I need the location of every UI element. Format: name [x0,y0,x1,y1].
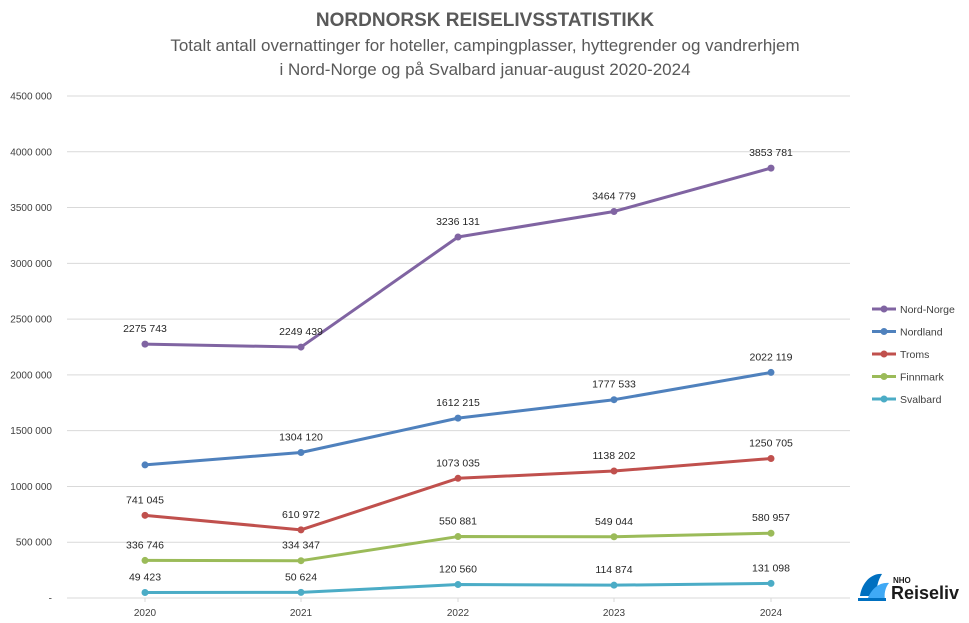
data-label: 610 972 [282,509,320,521]
data-point [297,557,305,565]
data-label: 1304 120 [279,432,323,444]
data-point [297,449,305,457]
data-label: 550 881 [439,516,477,528]
legend-marker [880,350,888,358]
data-point [297,588,305,596]
series-line-nord-norge [144,166,772,349]
data-label: 3464 779 [592,190,636,202]
x-tick-label: 2020 [134,608,157,619]
data-point [454,474,462,482]
legend-label: Svalbard [900,394,942,406]
data-label: 120 560 [439,564,477,576]
x-tick-label: 2022 [447,608,470,619]
y-axis-ticks: - 500 000 1000 000 1500 000 2000 000 2500 000… [10,92,52,605]
data-label: 549 044 [595,516,633,528]
data-point [141,556,149,564]
data-label: 2022 119 [749,351,792,363]
data-point [610,581,618,589]
legend-marker [880,328,888,335]
data-label: 3853 781 [749,147,793,159]
chart-title: NORDNORSK REISELIVSSTATISTIKK [316,10,654,31]
y-tick-label: 500 000 [16,538,53,549]
data-label: 131 098 [752,562,790,574]
data-point [767,529,775,537]
data-label: 3236 131 [436,216,480,228]
data-label: 1250 705 [749,437,793,449]
legend-label: Nord-Norge [900,304,955,316]
y-tick-label: 2500 000 [10,315,52,326]
data-point [610,533,618,541]
data-point [610,207,618,215]
legend-marker [880,305,888,313]
data-point [297,526,305,534]
legend: Nord-Norge Nordland Troms Finnmark Svalbard [872,304,955,406]
nho-wave-icon [858,573,889,601]
data-point [454,533,462,541]
data-point [141,340,149,348]
data-label: 580 957 [752,512,790,524]
chart-subtitle-line-2: i Nord-Norge og på Svalbard januar-augus… [279,60,690,79]
y-tick-label: 1500 000 [10,426,52,437]
nho-reiseliv-logo: NHO Reiseliv [858,573,959,603]
data-point [767,368,775,376]
y-tick-label: 4500 000 [10,92,52,103]
data-label: 114 874 [595,564,632,576]
data-point [141,511,149,519]
data-point [767,454,775,462]
legend-marker [880,373,888,380]
y-tick-label: 1000 000 [10,482,52,493]
x-tick-label: 2024 [760,608,783,619]
y-tick-label: 4000 000 [10,147,52,158]
y-tick-label: 3000 000 [10,259,52,270]
data-label: 336 746 [126,539,164,551]
data-point [454,581,462,589]
data-point [610,467,618,475]
data-label: 2249 439 [279,326,323,338]
data-labels: 2275 743 2249 439 3236 131 3464 779 3853 781… [123,147,793,583]
gridlines [67,95,850,599]
data-point [767,579,775,587]
y-tick-label: - [49,594,52,605]
data-label: 334 347 [282,540,320,552]
data-label: 1073 035 [436,457,480,469]
series-lines [141,164,775,596]
data-label: 1138 202 [592,450,635,462]
data-point [767,164,775,172]
x-tick-label: 2023 [603,608,626,619]
x-axis-ticks: 2020 2021 2022 2023 2024 [134,598,783,619]
data-point [297,343,305,351]
data-label: 1777 533 [592,379,636,391]
data-point [610,396,618,404]
data-label: 49 423 [129,571,161,583]
data-label: 2275 743 [123,323,167,335]
data-label: 741 045 [126,494,164,506]
y-tick-label: 2000 000 [10,370,52,381]
legend-marker [880,395,888,403]
data-point [141,461,149,469]
logo-reiseliv-text: Reiseliv [891,583,959,603]
data-point [141,588,149,596]
chart-subtitle-line-1: Totalt antall overnattinger for hoteller… [170,36,799,55]
legend-label: Troms [900,349,929,361]
legend-label: Finnmark [900,372,945,384]
logo-nho-text: NHO [893,576,911,585]
data-label: 1612 215 [436,397,480,409]
x-tick-label: 2021 [290,608,313,619]
data-point [454,233,462,241]
data-point [454,414,462,422]
legend-label: Nordland [900,327,943,339]
data-label: 50 624 [285,571,317,583]
y-tick-label: 3500 000 [10,203,52,214]
